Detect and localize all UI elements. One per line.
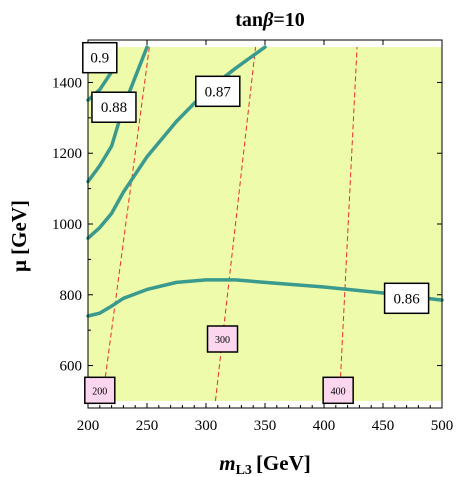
mass-label-box <box>206 325 239 353</box>
contour-label-box <box>91 91 137 123</box>
contour-0.88 <box>86 45 149 184</box>
chart-title: tanβ=10 <box>235 9 304 31</box>
axis-ticks: 200 250 300 350 400 450 500 600 800 1000 1200 1400 <box>52 40 453 434</box>
x-tick-label: 200 <box>77 418 100 434</box>
chart-title-beta: β <box>262 9 274 31</box>
x-tick-label: 500 <box>431 418 454 434</box>
chart-title-tan: tan <box>235 9 263 31</box>
allowed-region <box>88 47 442 401</box>
contour-label-box <box>195 75 241 108</box>
contour-label: 0.9 <box>90 51 109 67</box>
contour-label-box <box>383 282 430 315</box>
x-tick-label: 450 <box>372 418 395 434</box>
x-axis-label-symbol: m <box>219 451 235 475</box>
y-tick-label: 1400 <box>52 75 82 91</box>
x-axis-label-sub: L3 <box>236 463 252 477</box>
mass-label-box <box>322 376 354 405</box>
y-tick-label: 800 <box>60 288 83 304</box>
x-axis-label-unit: [GeV] <box>256 451 311 475</box>
x-axis-label: mL3 [GeV] <box>219 451 311 477</box>
mass-label: 200 <box>92 386 107 397</box>
mass-line-200 <box>101 47 150 401</box>
x-tick-label: 250 <box>136 418 159 434</box>
x-tick-label: 350 <box>254 418 277 434</box>
mass-labels: 200 300 400 <box>84 325 354 405</box>
mass-line-400 <box>338 47 358 401</box>
y-tick-label: 600 <box>60 359 83 375</box>
mass-label-box <box>84 376 116 405</box>
contour-label-box <box>82 41 118 74</box>
contour-label: 0.88 <box>101 100 127 116</box>
y-tick-label: 1000 <box>52 217 82 233</box>
chart-title-value: =10 <box>273 9 304 31</box>
x-tick-label: 300 <box>195 418 218 434</box>
mass-label: 400 <box>331 386 346 397</box>
y-tick-label: 1200 <box>52 146 82 162</box>
contour-label: 0.87 <box>205 84 232 100</box>
x-tick-label: 400 <box>313 418 336 434</box>
contour-label: 0.86 <box>393 291 420 307</box>
mass-label: 300 <box>215 335 230 346</box>
contour-0.86 <box>86 278 444 318</box>
y-axis-label: μ [GeV] <box>7 200 31 272</box>
contour-labels: 0.86 0.87 0.88 0.9 <box>82 41 430 315</box>
